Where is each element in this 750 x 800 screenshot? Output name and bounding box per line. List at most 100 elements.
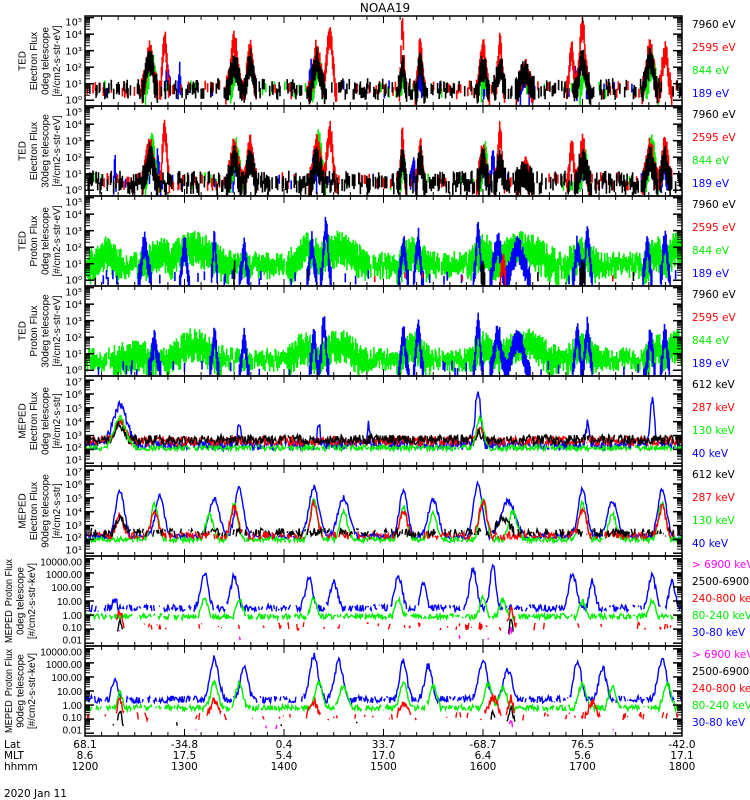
y-tick-label: 100.00	[51, 583, 82, 594]
legend-item: 240-800 keV	[692, 683, 750, 695]
y-tick-label: 10³	[65, 47, 82, 58]
series-group	[86, 17, 682, 106]
x-tick-value: 5.6	[574, 750, 591, 762]
y-axis-label: MEPED Proton Flux 90deg telescope [#/cm2-s-…	[4, 649, 38, 733]
legend: > 6900 keV 2500-6900 240-800 keV 80-240 keV…	[692, 649, 750, 729]
y-axis-label-line: 0deg telescope	[41, 207, 52, 275]
panel-8: 0.010.101.0010.00100.001000.0010000.00ME…	[4, 645, 750, 737]
x-tick-value: -34.8	[171, 739, 198, 751]
y-tick-label: 10²	[65, 533, 82, 544]
y-axis-label: TED Proton Flux 30deg telescope [#/cm2-s-st…	[17, 294, 63, 368]
y-tick-label: 10²	[65, 443, 82, 454]
x-tick-value: 17.5	[173, 750, 196, 762]
panel-7: 0.010.101.0010.00100.001000.0010000.00ME…	[4, 555, 750, 647]
y-axis-label-line: 30deg telescope	[41, 294, 52, 368]
legend: > 6900 keV 2500-6900 240-800 keV 80-240 keV…	[692, 559, 750, 639]
y-axis-label-line: 90deg telescope	[41, 474, 52, 548]
y-axis-label: TED Proton Flux 0deg telescope [#/cm2-s-str…	[17, 205, 63, 276]
y-tick-label: 10⁴	[65, 30, 82, 41]
x-tick-value: -42.0	[668, 739, 695, 751]
y-tick-label: 10²	[65, 63, 82, 74]
y-axis-label-line: [#/cm2-s-str]	[52, 483, 63, 539]
legend-item: > 6900 keV	[692, 649, 750, 661]
y-tick-label: 1000.00	[46, 660, 83, 671]
y-axis-label-line: TED	[17, 231, 28, 251]
x-tick-value: 5.4	[276, 750, 293, 762]
series-130-kev	[85, 413, 682, 454]
series-group	[85, 652, 682, 731]
y-tick-label: 10¹	[65, 545, 82, 556]
y-axis-label-line: [#/cm2-s-str-eV]	[52, 205, 63, 276]
y-tick-label: 10³	[65, 227, 82, 238]
y-tick-label: 0.10	[63, 623, 83, 634]
series-group	[85, 563, 682, 640]
y-axis-label: TED Electron Flux 0deg telescope [#/cm2-s-s…	[17, 25, 63, 96]
y-tick-label: 10⁵	[65, 494, 82, 505]
legend-item: 612 keV	[692, 379, 736, 391]
x-tick-value: 8.6	[77, 750, 94, 762]
series-group	[85, 216, 682, 286]
y-tick-label: 1000.00	[46, 570, 83, 581]
y-tick-label: 1.00	[63, 611, 83, 622]
legend-item: 240-800 keV	[692, 593, 750, 605]
x-tick-value: 0.4	[276, 739, 293, 751]
y-axis-label-line: 0deg telescope	[41, 27, 52, 95]
legend: 612 keV 287 keV 130 keV 40 keV	[692, 469, 736, 550]
legend-item: 40 keV	[692, 538, 729, 550]
y-axis-label: MEPED Electron Flux 0deg telescope [#/cm2-s…	[17, 387, 63, 455]
legend-item: 844 eV	[692, 65, 730, 77]
x-tick-value: 6.4	[475, 750, 492, 762]
y-tick-label: 10⁴	[65, 300, 82, 311]
legend-item: 189 eV	[692, 178, 730, 190]
legend-item: 7960 eV	[692, 289, 737, 301]
series-group	[85, 479, 682, 545]
y-axis-label-line: [#/cm2-s-str-eV]	[52, 115, 63, 186]
y-axis-label-line: MEPED	[4, 610, 15, 643]
x-tick-value: 68.1	[73, 739, 96, 751]
y-tick-label: 0.01	[63, 635, 83, 646]
y-axis-label-line: Proton Flux	[29, 305, 40, 356]
legend-item: 7960 eV	[692, 19, 737, 31]
y-tick-label: 10²	[65, 243, 82, 254]
y-axis-label-line: 30deg telescope	[41, 114, 52, 188]
series-30-80-kev	[88, 563, 682, 614]
y-tick-label: 10³	[65, 431, 82, 442]
y-tick-label: 10⁰	[65, 365, 82, 376]
legend-item: 287 keV	[692, 492, 736, 504]
series-group	[85, 391, 682, 454]
legend-item: 80-240 keV	[692, 700, 750, 712]
x-tick-value: 76.5	[571, 739, 594, 751]
x-tick-value: 1400	[271, 761, 298, 773]
y-tick-label: 10⁴	[65, 418, 82, 429]
y-tick-label: 0.10	[63, 713, 83, 724]
y-tick-label: 10⁰	[65, 275, 82, 286]
series-group	[85, 312, 682, 376]
series-7960-ev	[94, 259, 635, 286]
y-axis-label-line: [#/cm2-s-str-eV]	[52, 295, 63, 366]
y-tick-label: 10⁶	[65, 390, 82, 401]
x-tick-value: 1500	[370, 761, 397, 773]
y-axis-label-line: Electron Flux	[29, 482, 40, 540]
y-axis-label-line: Proton Flux	[4, 649, 15, 696]
x-tick-value: 1700	[569, 761, 596, 773]
legend-item: 2595 eV	[692, 312, 737, 324]
x-tick-value: 1800	[669, 761, 696, 773]
legend-item: 7960 eV	[692, 199, 737, 211]
legend: 7960 eV 2595 eV 844 eV 189 eV	[692, 289, 737, 370]
legend-item: 189 eV	[692, 358, 730, 370]
x-tick-value: 1200	[72, 761, 99, 773]
y-tick-label: 10⁶	[65, 480, 82, 491]
legend: 7960 eV 2595 eV 844 eV 189 eV	[692, 199, 737, 280]
date-label: 2020 Jan 11	[4, 788, 67, 800]
legend-item: 287 keV	[692, 402, 736, 414]
series-group	[87, 119, 682, 196]
series--6900-kev	[119, 627, 670, 640]
y-axis-label: MEPED Proton Flux 0deg telescope [#/cm2-s-s…	[4, 559, 38, 643]
